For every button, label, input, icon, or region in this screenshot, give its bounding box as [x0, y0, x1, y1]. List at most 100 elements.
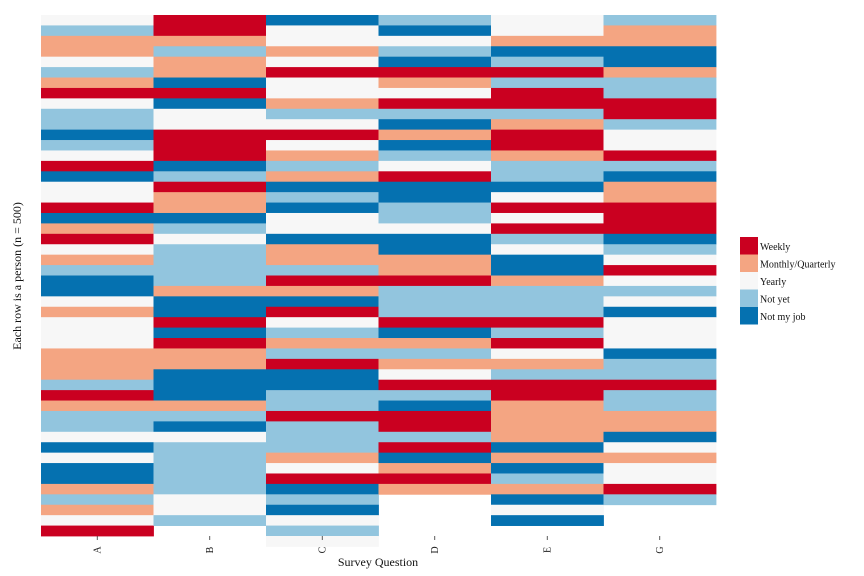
- heatmap-cell-A-4: [41, 67, 154, 78]
- heatmap-cell-D-34: [378, 442, 492, 454]
- heatmap-cell-G-0: [603, 15, 717, 26]
- heatmap-cell-E-12: [491, 181, 604, 193]
- heatmap-cell-A-10: [41, 140, 154, 151]
- heatmap-cell-A-18: [41, 233, 154, 245]
- heatmap-cell-B-4: [153, 77, 267, 89]
- heatmap-cell-C-5: [266, 77, 379, 99]
- heatmap-cell-D-30: [378, 390, 492, 401]
- heatmap-cell-E-35: [491, 483, 604, 495]
- heatmap-cell-A-13: [41, 171, 154, 183]
- heatmap-cell-D-18: [378, 223, 492, 235]
- heatmap-cell-B-10: [153, 171, 267, 183]
- heatmap-cell-B-22: [153, 348, 267, 370]
- heatmap-cell-D-0: [378, 15, 492, 26]
- heatmap-cell-E-16: [491, 223, 604, 235]
- heatmap-cell-G-4: [603, 77, 717, 99]
- heatmap-cell-A-9: [41, 129, 154, 141]
- heatmap-cell-E-30: [491, 410, 604, 443]
- heatmap-cell-E-38: [491, 515, 604, 526]
- heatmap-cell-B-19: [153, 317, 267, 328]
- heatmap-cell-D-21: [378, 275, 492, 287]
- heatmap-cell-D-29: [378, 379, 492, 391]
- heatmap-cell-E-15: [491, 212, 604, 224]
- heatmap-cell-C-35: [266, 463, 379, 474]
- legend-label-notyet: Not yet: [760, 295, 790, 306]
- heatmap-cell-C-21: [266, 275, 379, 287]
- heatmap-cell-D-5: [378, 67, 492, 78]
- heatmap-cell-C-27: [266, 338, 379, 349]
- heatmap-cell-D-11: [378, 129, 492, 141]
- x-tick-label-G: G: [655, 546, 666, 553]
- legend: Weekly Monthly/Quarterly Yearly Not yet Not …: [740, 237, 836, 325]
- heatmap-cell-B-14: [153, 223, 267, 235]
- heatmap-cell-B-1: [153, 35, 267, 47]
- heatmap-cell-D-9: [378, 108, 492, 120]
- heatmap-cell-C-17: [266, 212, 379, 235]
- heatmap-cell-A-16: [41, 212, 154, 224]
- heatmap-cell-C-14: [266, 181, 379, 193]
- heatmap-cell-C-15: [266, 192, 379, 203]
- heatmap-cell-C-23: [266, 296, 379, 308]
- heatmap-cell-E-20: [491, 275, 604, 287]
- heatmap-cell-G-27: [603, 431, 717, 443]
- heatmap-cell-C-40: [266, 515, 379, 526]
- heatmap-cell-E-4: [491, 67, 604, 78]
- heatmap-cell-G-2: [603, 46, 717, 68]
- heatmap-cell-A-24: [41, 306, 154, 318]
- x-tick-label-D: D: [430, 546, 441, 553]
- heatmap-cell-E-29: [491, 400, 604, 412]
- heatmap-cell-A-2: [41, 35, 154, 58]
- heatmap-cells: [41, 15, 717, 547]
- heatmap-cell-D-31: [378, 400, 492, 412]
- heatmap-cell-E-34: [491, 473, 604, 485]
- heatmap-cell-D-24: [378, 327, 492, 339]
- heatmap-cell-E-21: [491, 285, 604, 318]
- heatmap-cell-E-6: [491, 87, 604, 110]
- heatmap-cell-D-13: [378, 150, 492, 162]
- heatmap-cell-G-6: [603, 119, 717, 131]
- heatmap-cell-G-30: [603, 463, 717, 485]
- heatmap-cell-C-42: [266, 536, 379, 547]
- heatmap-cell-G-11: [603, 181, 717, 203]
- heatmap-cell-D-27: [378, 358, 492, 370]
- heatmap-cell-D-38: [378, 483, 492, 495]
- heatmap-cell-C-0: [266, 15, 379, 26]
- heatmap-cell-B-28: [153, 442, 267, 454]
- heatmap-cell-A-27: [41, 379, 154, 391]
- heatmap-cell-C-28: [266, 348, 379, 360]
- heatmap-cell-D-14: [378, 160, 492, 172]
- x-axis-title: Survey Question: [338, 555, 418, 569]
- heatmap-cell-C-39: [266, 504, 379, 516]
- heatmap-cell-G-7: [603, 129, 717, 151]
- heatmap-cell-E-19: [491, 254, 604, 276]
- heatmap-cell-B-27: [153, 431, 267, 443]
- heatmap-cell-E-11: [491, 160, 604, 183]
- heatmap-cell-D-2: [378, 35, 492, 47]
- heatmap-cell-B-3: [153, 56, 267, 78]
- heatmap-cell-A-36: [41, 494, 154, 506]
- heatmap-cell-G-22: [603, 348, 717, 360]
- heatmap-cell-C-4: [266, 67, 379, 78]
- heatmap-cell-A-6: [41, 87, 154, 99]
- heatmap-cell-D-33: [378, 431, 492, 443]
- heatmap-cell-D-6: [378, 77, 492, 89]
- heatmap-cell-G-17: [603, 275, 717, 287]
- heatmap-cell-A-12: [41, 160, 154, 172]
- heatmap-cell-E-37: [491, 504, 604, 516]
- heatmap-cell-B-9: [153, 160, 267, 172]
- heatmap-cell-E-26: [491, 358, 604, 370]
- heatmap-cell-G-14: [603, 244, 717, 256]
- heatmap-cell-E-24: [491, 338, 604, 349]
- heatmap-cell-A-1: [41, 25, 154, 37]
- heatmap-cell-G-21: [603, 317, 717, 349]
- heatmap-cell-C-16: [266, 202, 379, 214]
- heatmap-cell-A-22: [41, 275, 154, 297]
- heatmap-cell-C-24: [266, 306, 379, 318]
- heatmap-cell-A-0: [41, 15, 154, 26]
- heatmap-cell-E-9: [491, 129, 604, 151]
- heatmap-cell-B-25: [153, 410, 267, 422]
- heatmap-cell-B-5: [153, 87, 267, 99]
- x-tick-label-A: A: [92, 546, 103, 554]
- heatmap-cell-A-3: [41, 56, 154, 68]
